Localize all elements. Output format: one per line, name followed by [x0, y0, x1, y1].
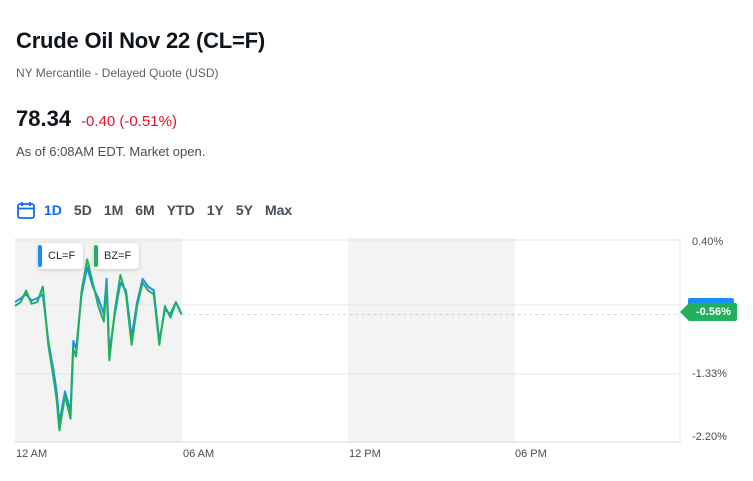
range-ytd-button[interactable]: YTD [166, 202, 195, 218]
x-tick-label-06am: 06 AM [183, 448, 215, 460]
range-selector: 1D 5D 1M 6M YTD 1Y 5Y Max [16, 200, 304, 220]
y-tick-label-top: 0.40% [692, 236, 724, 248]
range-5d-button[interactable]: 5D [73, 202, 92, 218]
current-tag-arrow [680, 303, 689, 321]
legend-chip-bz[interactable]: BZ=F [94, 243, 140, 269]
range-1m-button[interactable]: 1M [103, 202, 124, 218]
price-change: -0.40 (-0.51%) [81, 113, 177, 130]
as-of-timestamp: As of 6:08AM EDT. Market open. [16, 144, 206, 159]
price-chart[interactable] [0, 230, 753, 481]
y-tick-label-mid: -1.33% [692, 368, 727, 380]
current-value-tag: -0.56% [688, 303, 737, 321]
shaded-region-afterhours [348, 238, 515, 443]
legend-color-cl [38, 245, 42, 267]
range-max-button[interactable]: Max [264, 202, 293, 218]
y-tick-label-bottom: -2.20% [692, 431, 727, 443]
quote-title: Crude Oil Nov 22 (CL=F) [16, 28, 266, 53]
x-tick-label-12pm: 12 PM [349, 448, 381, 460]
calendar-icon[interactable] [16, 200, 36, 220]
chart-canvas[interactable] [0, 230, 753, 481]
range-1d-button[interactable]: 1D [44, 202, 62, 218]
price-row: 78.34 -0.40 (-0.51%) [16, 106, 177, 132]
legend-color-bz [94, 245, 98, 267]
current-price: 78.34 [16, 106, 72, 131]
x-tick-label-12am: 12 AM [16, 448, 48, 460]
range-6m-button[interactable]: 6M [135, 202, 155, 218]
legend-label-cl: CL=F [48, 250, 76, 262]
shaded-region-premarket [15, 238, 182, 443]
exchange-info: NY Mercantile - Delayed Quote (USD) [16, 66, 219, 80]
current-tag-cl-accent [688, 298, 734, 304]
series-layer [14, 258, 680, 432]
series-line-bz-f [14, 258, 183, 432]
range-1y-button[interactable]: 1Y [206, 202, 224, 218]
x-tick-label-06pm: 06 PM [515, 448, 547, 460]
range-5y-button[interactable]: 5Y [235, 202, 253, 218]
legend-chip-cl[interactable]: CL=F [38, 243, 84, 269]
legend-label-bz: BZ=F [104, 250, 132, 262]
